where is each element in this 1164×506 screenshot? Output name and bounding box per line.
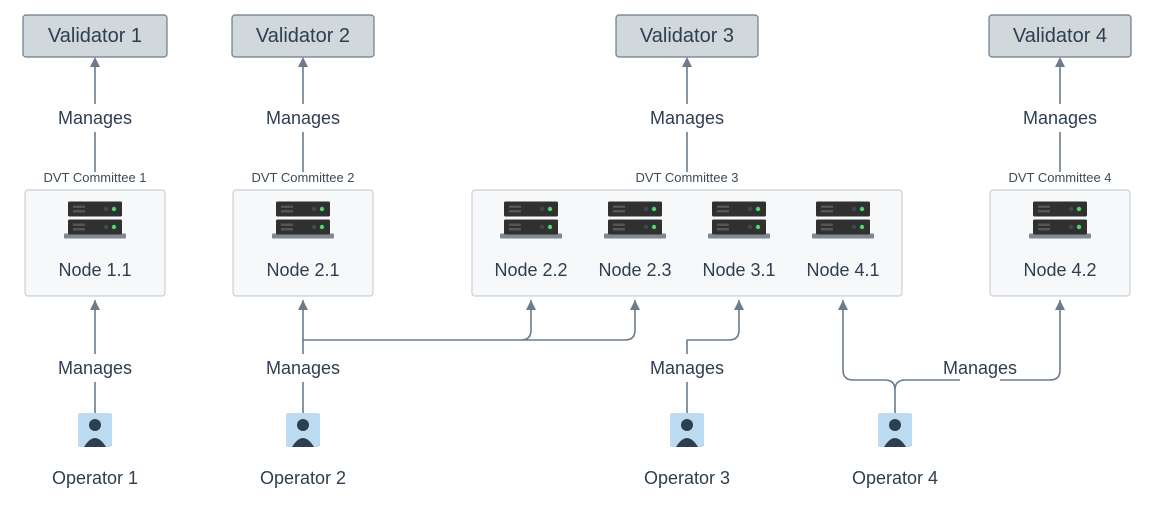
edge-label-manages: Manages — [650, 358, 724, 378]
server-icon — [64, 202, 126, 239]
edge-label-manages: Manages — [266, 358, 340, 378]
validator-v1: Validator 1 — [23, 15, 167, 57]
committee-label: DVT Committee 3 — [635, 170, 738, 185]
dvt-architecture-diagram: Validator 1 Validator 2 Validator 3 Validat… — [0, 0, 1164, 506]
node-label: Node 1.1 — [58, 260, 131, 280]
validator-label: Validator 3 — [640, 25, 734, 47]
validator-v3: Validator 3 — [616, 15, 758, 57]
validator-label: Validator 4 — [1013, 25, 1107, 47]
server-icon — [604, 202, 666, 239]
validator-v4: Validator 4 — [989, 15, 1131, 57]
edge-label-manages: Manages — [266, 108, 340, 128]
node-label: Node 2.3 — [598, 260, 671, 280]
node-label: Node 2.2 — [494, 260, 567, 280]
edge-e-op2 — [303, 300, 635, 413]
committee-label: DVT Committee 1 — [43, 170, 146, 185]
operator-icon — [878, 413, 912, 447]
edge-e-op3 — [687, 300, 739, 413]
edge-label-manages: Manages — [58, 108, 132, 128]
validator-label: Validator 2 — [256, 25, 350, 47]
server-icon — [708, 202, 770, 239]
committee-label: DVT Committee 4 — [1008, 170, 1111, 185]
edge-label-manages: Manages — [650, 108, 724, 128]
committee-label: DVT Committee 2 — [251, 170, 354, 185]
operator-label: Operator 1 — [52, 468, 138, 488]
server-icon — [500, 202, 562, 239]
edge-e-op4 — [843, 300, 1060, 413]
server-icon — [1029, 202, 1091, 239]
node-label: Node 4.2 — [1023, 260, 1096, 280]
operator-label: Operator 4 — [852, 468, 938, 488]
edge-label-manages: Manages — [943, 358, 1017, 378]
operator-label: Operator 3 — [644, 468, 730, 488]
operator-label: Operator 2 — [260, 468, 346, 488]
operator-icon — [670, 413, 704, 447]
edge-label-manages: Manages — [1023, 108, 1097, 128]
node-label: Node 2.1 — [266, 260, 339, 280]
node-label: Node 4.1 — [806, 260, 879, 280]
validator-v2: Validator 2 — [232, 15, 374, 57]
validator-label: Validator 1 — [48, 25, 142, 47]
node-label: Node 3.1 — [702, 260, 775, 280]
server-icon — [812, 202, 874, 239]
edge-label-manages: Manages — [58, 358, 132, 378]
server-icon — [272, 202, 334, 239]
operator-icon — [78, 413, 112, 447]
operator-icon — [286, 413, 320, 447]
